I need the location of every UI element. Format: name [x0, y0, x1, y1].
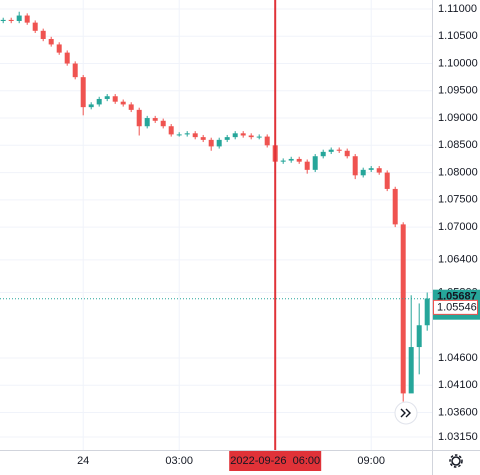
candle-body [176, 134, 182, 136]
crosshair-label: 2022-09-26 06:00 [230, 455, 320, 467]
y-tick-label: 1.08000 [438, 166, 478, 178]
candle-body [304, 161, 310, 170]
candle-body [352, 156, 358, 176]
y-tick-label: 1.10500 [438, 30, 478, 42]
candle-body [408, 347, 414, 394]
candle-body [216, 139, 222, 147]
candle-body [128, 104, 134, 110]
y-tick-label: 1.11000 [438, 3, 477, 15]
candle-body [256, 136, 262, 138]
x-tick-label: 09:00 [357, 455, 385, 467]
crosshair-tag [229, 451, 322, 471]
candle-body [192, 133, 198, 138]
candle-body [208, 139, 214, 147]
candle-body [160, 120, 166, 127]
candle-body [368, 168, 374, 170]
y-tick-label: 1.09000 [438, 112, 478, 124]
candle-body [232, 133, 238, 138]
scroll-button-circle[interactable] [394, 401, 418, 425]
candle-body [312, 156, 318, 170]
candle-body [360, 169, 366, 176]
y-tick-label: 1.04600 [438, 352, 478, 364]
y-tick-label: 1.08500 [438, 139, 478, 151]
candle-body [32, 22, 38, 31]
grid [0, 0, 432, 450]
candle-body [8, 19, 14, 21]
y-tick-label: 1.03600 [438, 406, 478, 418]
bid-price-tag [433, 299, 478, 315]
bid-price-label: 1.05546 [437, 301, 477, 313]
candle-body [144, 118, 150, 127]
candle-body [152, 118, 158, 121]
y-tick-label: 1.07000 [438, 221, 478, 233]
candle-body [392, 188, 398, 225]
candle-body [416, 325, 422, 348]
candle-body [424, 298, 430, 326]
candle-body [384, 172, 390, 189]
candle-body [168, 126, 174, 135]
candle-body [288, 158, 294, 161]
candle-body [16, 15, 22, 21]
candle-body [224, 137, 230, 140]
candle-body [104, 96, 110, 99]
candle-body [24, 15, 30, 23]
scroll-icon[interactable] [400, 408, 411, 418]
last-price-label: 1.05687 [437, 291, 477, 303]
candle-body [112, 96, 118, 102]
candle-body [48, 38, 54, 45]
candle-body [296, 158, 302, 162]
settings-button[interactable] [449, 454, 463, 468]
candle-body [0, 19, 6, 21]
candle-body [40, 30, 46, 39]
candle-body [344, 150, 350, 157]
y-tick-label: 1.03150 [438, 431, 478, 443]
y-tick-label: 1.06400 [438, 254, 478, 266]
candle-body [280, 160, 286, 162]
y-tick-label: 1.09500 [438, 85, 478, 97]
x-tick-label: 03:00 [165, 455, 193, 467]
candles [0, 11, 430, 402]
candle-body [248, 135, 254, 138]
candle-body [120, 101, 126, 105]
candle-body [320, 151, 326, 157]
candle-body [264, 136, 270, 146]
candle-body [88, 104, 94, 108]
candle-body [376, 168, 382, 173]
candle-body [80, 77, 86, 108]
y-tick-label: 1.07500 [438, 194, 478, 206]
y-tick-label: 1.10000 [438, 57, 478, 69]
candle-body [96, 98, 102, 105]
candle-body [184, 133, 190, 135]
candle-body [400, 224, 406, 394]
candle-body [72, 63, 78, 78]
candle-body [200, 137, 206, 140]
x-tick-label: 24 [77, 455, 89, 467]
candle-body [328, 149, 334, 152]
candle-body [336, 149, 342, 151]
candle-body [240, 133, 246, 136]
gear-teeth[interactable] [449, 454, 463, 468]
candle-body [64, 52, 70, 64]
candle-body [136, 109, 142, 127]
scroll-button[interactable] [394, 401, 418, 425]
candle-body [56, 44, 62, 53]
gear-icon[interactable] [451, 456, 461, 466]
y-tick-label: 1.04100 [438, 379, 478, 391]
